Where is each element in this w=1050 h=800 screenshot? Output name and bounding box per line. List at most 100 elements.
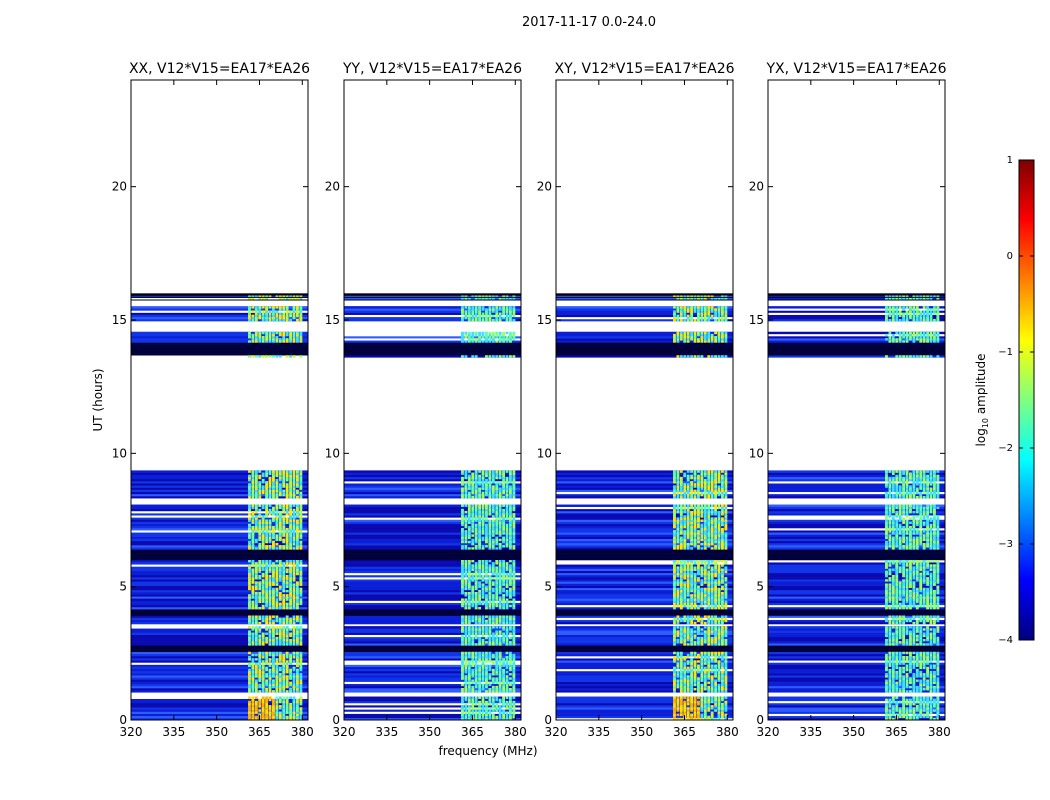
rfi-cell bbox=[683, 662, 687, 665]
rfi-cell bbox=[471, 568, 475, 571]
rfi-cell bbox=[690, 641, 694, 644]
rfi-cell bbox=[512, 656, 516, 659]
rfi-cell bbox=[481, 677, 485, 680]
rfi-cell bbox=[505, 510, 509, 514]
rfi-cell bbox=[676, 707, 680, 710]
rfi-cell bbox=[461, 583, 464, 586]
rfi-cell bbox=[693, 583, 697, 586]
rfi-cell bbox=[299, 574, 303, 578]
rfi-cell bbox=[700, 636, 704, 640]
rfi-cell bbox=[505, 636, 509, 640]
rfi-cell bbox=[679, 506, 683, 510]
rfi-cell bbox=[258, 679, 262, 682]
rfi-cell bbox=[686, 525, 690, 529]
rfi-cell bbox=[474, 340, 478, 343]
rfi-cell bbox=[509, 594, 512, 597]
rfi-cell bbox=[710, 562, 714, 565]
spectrogram-row bbox=[131, 510, 308, 514]
rfi-cell bbox=[272, 496, 275, 499]
rfi-cell bbox=[251, 564, 255, 567]
rfi-cell bbox=[296, 600, 299, 603]
rfi-cell bbox=[478, 572, 482, 576]
rfi-cell bbox=[710, 489, 714, 493]
rfi-cell bbox=[714, 675, 718, 678]
rfi-cell bbox=[707, 308, 711, 311]
spectrogram-row bbox=[556, 534, 733, 537]
rfi-cell bbox=[676, 600, 680, 603]
rfi-cell bbox=[683, 583, 687, 586]
rfi-cell bbox=[505, 662, 509, 665]
rfi-cell bbox=[495, 336, 499, 339]
rfi-cell bbox=[478, 707, 482, 710]
rfi-cell bbox=[289, 508, 293, 512]
rfi-cell bbox=[478, 600, 482, 603]
spectrogram-row bbox=[344, 318, 521, 322]
rfi-cell bbox=[478, 547, 482, 550]
rfi-cell bbox=[464, 653, 468, 657]
rfi-cell bbox=[474, 683, 478, 687]
rfi-cell bbox=[254, 338, 258, 341]
rfi-cell bbox=[258, 504, 262, 507]
rfi-cell bbox=[474, 664, 478, 667]
rfi-cell bbox=[491, 626, 495, 629]
spectrogram-row bbox=[556, 702, 733, 706]
rfi-cell bbox=[474, 314, 478, 318]
rfi-cell bbox=[676, 338, 680, 341]
rfi-cell bbox=[491, 688, 495, 691]
rfi-cell bbox=[509, 530, 512, 533]
rfi-cell bbox=[471, 506, 475, 510]
rfi-cell bbox=[686, 592, 690, 595]
rfi-cell bbox=[478, 617, 482, 621]
rfi-cell bbox=[679, 478, 683, 482]
rfi-cell bbox=[296, 570, 299, 574]
rfi-cell bbox=[485, 474, 488, 478]
rfi-cell bbox=[697, 295, 700, 298]
spectrogram-row bbox=[556, 698, 733, 702]
rfi-cell bbox=[296, 338, 299, 341]
rfi-cell bbox=[700, 519, 704, 522]
rfi-cell bbox=[693, 585, 697, 589]
rfi-cell bbox=[512, 481, 516, 484]
rfi-cell bbox=[710, 508, 714, 512]
rfi-cell bbox=[673, 517, 676, 520]
rfi-cell bbox=[471, 615, 475, 618]
spectrogram-row bbox=[556, 474, 733, 478]
rfi-cell bbox=[690, 530, 694, 533]
rfi-cell bbox=[707, 530, 711, 533]
rfi-cell bbox=[710, 538, 714, 542]
rfi-cell bbox=[693, 519, 697, 522]
rfi-cell bbox=[502, 496, 506, 499]
rfi-cell bbox=[292, 481, 296, 484]
rfi-cell bbox=[676, 662, 680, 665]
rfi-cell bbox=[268, 560, 272, 563]
spectrogram-row bbox=[131, 314, 308, 318]
rfi-cell bbox=[251, 513, 255, 516]
rfi-cell bbox=[679, 510, 683, 514]
spectrogram-row bbox=[556, 609, 733, 612]
spectrogram-row bbox=[556, 685, 733, 689]
rfi-cell bbox=[686, 713, 690, 717]
rfi-cell bbox=[474, 709, 478, 712]
rfi-cell bbox=[491, 634, 495, 638]
rfi-cell bbox=[471, 333, 475, 337]
spectrogram-row bbox=[556, 647, 733, 650]
rfi-cell bbox=[464, 585, 468, 589]
rfi-cell bbox=[697, 619, 700, 623]
rfi-cell bbox=[703, 598, 707, 601]
rfi-cell bbox=[700, 333, 704, 337]
rfi-cell bbox=[275, 318, 279, 322]
rfi-cell bbox=[697, 630, 700, 633]
rfi-cell bbox=[509, 504, 512, 507]
rfi-cell bbox=[512, 653, 516, 657]
rfi-cell bbox=[683, 638, 687, 642]
rfi-cell bbox=[509, 470, 512, 473]
rfi-cell bbox=[707, 574, 711, 578]
rfi-cell bbox=[296, 331, 299, 335]
rfi-cell bbox=[272, 596, 275, 599]
rfi-cell bbox=[703, 677, 707, 680]
spectrogram-row bbox=[556, 634, 733, 638]
rfi-cell bbox=[679, 660, 683, 663]
rfi-cell bbox=[703, 545, 707, 548]
rfi-cell bbox=[703, 493, 707, 497]
rfi-cell bbox=[261, 653, 265, 657]
